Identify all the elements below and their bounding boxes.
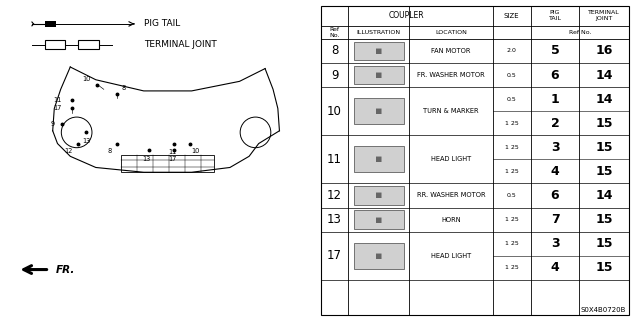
Text: 8: 8 [331,44,339,57]
Text: 9: 9 [51,122,55,127]
Text: 1 25: 1 25 [505,145,518,150]
Bar [354,146,404,172]
Text: ILLUSTRATION: ILLUSTRATION [356,30,401,35]
Text: 15: 15 [595,165,612,178]
Text: 1 25: 1 25 [505,121,518,126]
Text: 1 25: 1 25 [505,241,518,246]
Text: 13: 13 [327,213,342,226]
Text: PIG
TAIL: PIG TAIL [548,10,561,21]
Text: 1: 1 [550,93,559,106]
Text: 2: 2 [550,117,559,130]
Text: 1 25: 1 25 [505,217,518,222]
Text: 14: 14 [595,69,612,82]
Bar [78,40,99,49]
Text: HEAD LIGHT: HEAD LIGHT [431,253,471,259]
Text: S0X4B0720B: S0X4B0720B [580,307,625,313]
Text: 8: 8 [108,148,111,153]
Text: FAN MOTOR: FAN MOTOR [431,48,470,54]
Text: 7: 7 [550,213,559,226]
Bar [354,186,404,205]
Text: 15: 15 [595,237,612,250]
Text: 13: 13 [82,138,90,144]
Text: Ref
No.: Ref No. [330,27,340,38]
Text: Ref No.: Ref No. [568,30,591,35]
Text: 11: 11 [327,153,342,166]
Text: 1 25: 1 25 [505,265,518,270]
Bar [45,21,56,27]
Text: ▪: ▪ [375,46,383,56]
Text: 17: 17 [327,249,342,262]
Text: 14: 14 [595,189,612,202]
Text: HEAD LIGHT: HEAD LIGHT [431,156,471,162]
Text: 0.5: 0.5 [507,97,516,102]
Bar [354,98,404,124]
Text: ▪: ▪ [375,154,383,164]
Bar [354,41,404,60]
Text: 4: 4 [550,165,559,178]
Text: FR. WASHER MOTOR: FR. WASHER MOTOR [417,72,484,78]
Text: 15: 15 [595,141,612,154]
Text: 11: 11 [53,98,61,103]
Text: 9: 9 [331,69,339,82]
Text: 3: 3 [550,237,559,250]
Text: 5: 5 [550,44,559,57]
Text: 13: 13 [143,156,151,162]
Text: ▪: ▪ [375,190,383,200]
Text: LOCATION: LOCATION [435,30,467,35]
Text: 4: 4 [550,261,559,274]
Text: 17: 17 [53,105,61,111]
Text: 0.5: 0.5 [507,72,516,78]
Text: 1 25: 1 25 [505,169,518,174]
Text: ▪: ▪ [375,215,383,225]
Text: TERMINAL JOINT: TERMINAL JOINT [144,40,216,49]
Text: FR.: FR. [56,264,76,275]
Text: 15: 15 [595,117,612,130]
Text: PIG TAIL: PIG TAIL [144,19,180,28]
Text: TURN & MARKER: TURN & MARKER [423,108,479,114]
Text: TERMINAL
JOINT: TERMINAL JOINT [588,10,620,21]
Text: 0.5: 0.5 [507,193,516,198]
Bar [122,155,214,172]
Text: 12: 12 [64,148,72,153]
Text: 16: 16 [595,44,612,57]
Bar [354,210,404,229]
Text: 10: 10 [327,105,342,118]
Text: 15: 15 [595,213,612,226]
Text: 2.0: 2.0 [507,48,516,54]
Text: 6: 6 [550,189,559,202]
Text: 10: 10 [82,76,90,82]
Text: RR. WASHER MOTOR: RR. WASHER MOTOR [417,192,485,198]
Bar [354,66,404,85]
Text: 12: 12 [327,189,342,202]
Text: SIZE: SIZE [504,13,520,19]
Text: 11: 11 [168,150,177,155]
Text: 6: 6 [550,69,559,82]
Text: 17: 17 [168,156,177,162]
Text: 14: 14 [595,93,612,106]
Text: ▪: ▪ [375,106,383,116]
Text: HORN: HORN [441,217,461,223]
Text: ▪: ▪ [375,251,383,261]
Text: 8: 8 [122,85,125,91]
Bar [354,242,404,269]
Text: COUPLER: COUPLER [389,11,424,20]
Text: ▪: ▪ [375,70,383,80]
Text: 10: 10 [191,148,200,153]
Text: 15: 15 [595,261,612,274]
Text: 3: 3 [550,141,559,154]
Bar [45,40,65,49]
